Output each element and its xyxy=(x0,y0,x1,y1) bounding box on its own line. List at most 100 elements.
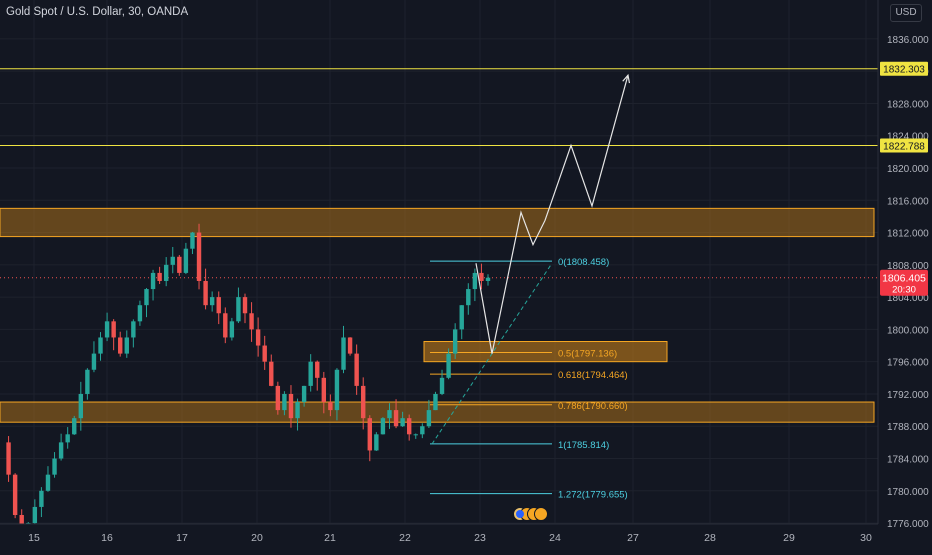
candle-body xyxy=(393,410,399,427)
candle-body xyxy=(223,313,228,338)
price-tick-label: 1824.000 xyxy=(887,132,929,143)
candle-body xyxy=(275,385,281,411)
current-price-badge[interactable] xyxy=(880,269,928,296)
time-tick-label: 21 xyxy=(324,532,336,544)
time-tick-label: 30 xyxy=(860,532,872,544)
candle-body xyxy=(229,321,235,338)
price-tick-label: 1828.000 xyxy=(887,99,929,110)
candle-body xyxy=(118,337,123,354)
fib-level-label: 1(1785.814) xyxy=(558,440,609,451)
candle-body xyxy=(380,418,386,435)
candle-body xyxy=(301,385,307,403)
candle-body xyxy=(354,353,359,386)
candle-body xyxy=(183,248,189,273)
current-price-label: 1806.405 xyxy=(882,273,926,285)
price-tick-label: 1808.000 xyxy=(887,261,929,272)
candle-body xyxy=(413,434,418,436)
symbol-title[interactable]: Gold Spot / U.S. Dollar, 30, OANDA xyxy=(6,6,189,18)
candle-body xyxy=(406,418,412,435)
candle-body xyxy=(479,272,484,281)
candle-body xyxy=(39,490,44,507)
candle-body xyxy=(177,256,182,273)
candle-body xyxy=(203,280,208,306)
level-badge-lower: 1822.788 xyxy=(883,142,925,153)
us-flag-icon xyxy=(516,510,524,518)
price-tick-label: 1788.000 xyxy=(887,422,929,433)
price-tick-label: 1816.000 xyxy=(887,196,929,207)
time-tick-label: 28 xyxy=(704,532,716,544)
candle-body xyxy=(72,418,77,435)
time-tick-label: 22 xyxy=(399,532,411,544)
time-tick-label: 15 xyxy=(28,532,40,544)
time-tick-label: 27 xyxy=(627,532,639,544)
candle-body xyxy=(78,393,84,419)
price-tick-label: 1776.000 xyxy=(887,519,929,530)
price-tick-label: 1812.000 xyxy=(887,229,929,240)
time-axis[interactable] xyxy=(0,524,878,550)
candle-body xyxy=(190,232,195,249)
level-badge-upper-bg xyxy=(880,61,928,76)
candle-body xyxy=(144,289,149,306)
candle-body xyxy=(452,329,458,354)
candle-body xyxy=(269,361,274,386)
time-tick-label: 20 xyxy=(251,532,263,544)
price-tick-label: 1804.000 xyxy=(887,293,929,304)
candle-body xyxy=(19,515,24,532)
time-tick-label: 17 xyxy=(176,532,188,544)
time-tick-label: 24 xyxy=(549,532,561,544)
candle-body xyxy=(341,337,346,370)
candle-body xyxy=(236,297,241,322)
price-tick-label: 1792.000 xyxy=(887,390,929,401)
economic-event-icon[interactable] xyxy=(534,507,548,521)
candle-body xyxy=(242,297,248,314)
candle-body xyxy=(131,321,136,338)
price-tick-label: 1820.000 xyxy=(887,164,929,175)
price-tick-label: 1800.000 xyxy=(887,325,929,336)
projection-arrowhead xyxy=(622,73,631,84)
fib-level-label: 0.5(1797.136) xyxy=(558,349,617,360)
candle-body xyxy=(334,369,340,411)
candle-body xyxy=(163,264,169,281)
candle-body xyxy=(150,272,156,290)
candle-body xyxy=(12,474,18,516)
candle-body xyxy=(433,393,438,411)
resistance-zone[interactable] xyxy=(0,207,875,238)
price-tick-label: 1796.000 xyxy=(887,358,929,369)
candle-body xyxy=(111,321,116,338)
price-tick-label: 1784.000 xyxy=(887,455,929,466)
candle-body xyxy=(288,393,294,419)
candle-body xyxy=(459,305,464,330)
candle-body xyxy=(52,458,57,475)
time-tick-label: 23 xyxy=(474,532,486,544)
candle-body xyxy=(65,434,70,443)
fib-level-label: 0(1808.458) xyxy=(558,257,609,268)
candle-body xyxy=(315,361,320,378)
candle-body xyxy=(124,337,129,354)
candle-body xyxy=(282,393,287,411)
candle-body xyxy=(45,474,51,491)
projection-path[interactable] xyxy=(475,75,629,354)
candle-body xyxy=(32,506,38,524)
candle-body xyxy=(374,434,379,451)
candle-body xyxy=(295,402,300,419)
candle-body xyxy=(466,289,471,306)
candle-body xyxy=(347,337,353,354)
price-tick-label: 1780.000 xyxy=(887,487,929,498)
fib-level-label: 0.786(1790.660) xyxy=(558,401,628,412)
candle-body xyxy=(58,442,64,459)
retracement-zone[interactable] xyxy=(423,341,668,363)
candle-body xyxy=(361,385,366,419)
level-badge-lower-bg xyxy=(880,138,928,153)
currency-badge[interactable]: USD xyxy=(890,4,922,22)
candle-body xyxy=(216,297,221,314)
candle-body xyxy=(328,402,333,411)
candle-body xyxy=(400,418,405,427)
candle-body xyxy=(91,353,97,370)
time-tick-label: 29 xyxy=(783,532,795,544)
candle-body xyxy=(209,297,215,306)
price-axis[interactable] xyxy=(878,0,932,524)
candle-body xyxy=(308,361,313,386)
